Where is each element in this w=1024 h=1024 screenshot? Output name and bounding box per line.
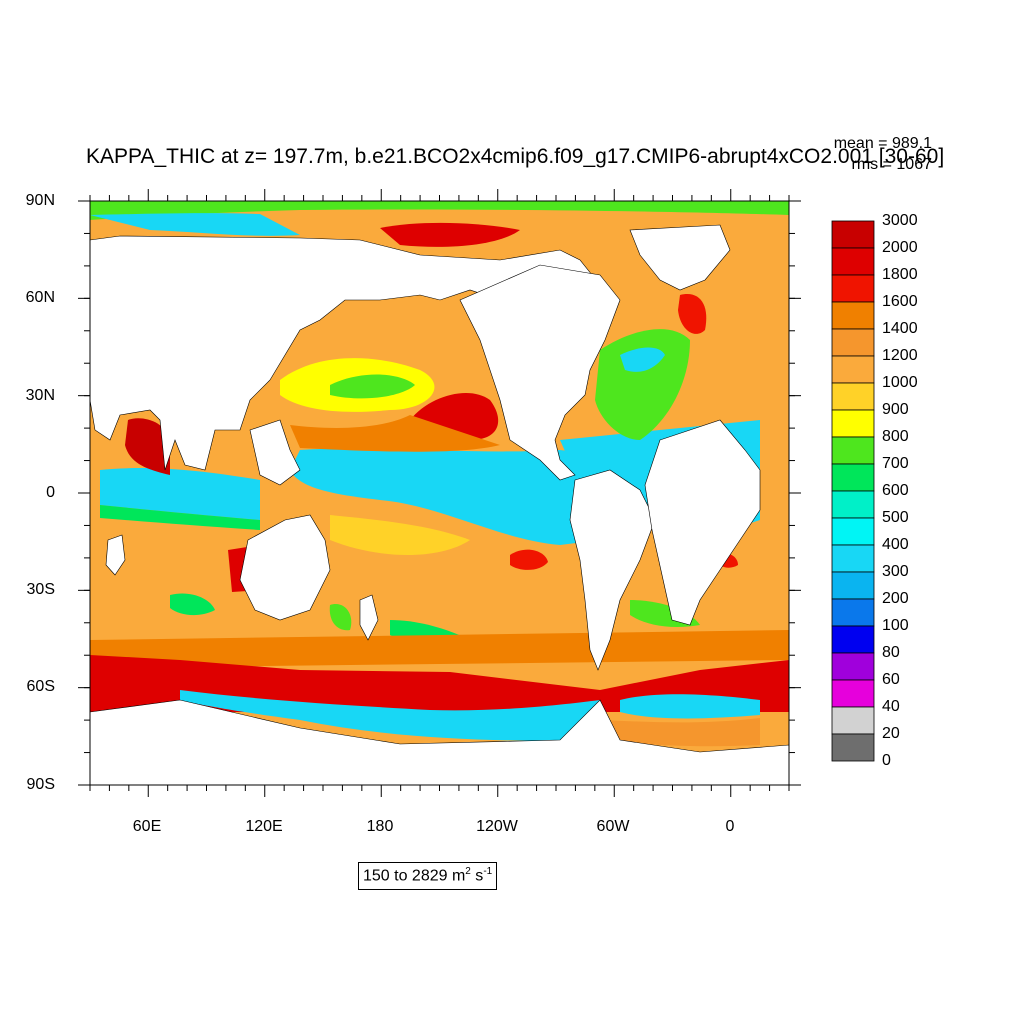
south-indian-yellow: [330, 515, 470, 555]
eurasia-land: [90, 235, 601, 471]
north-pacific-1400: [290, 415, 500, 452]
x-tick-label: 60W: [596, 818, 630, 835]
colorbar-swatch: [831, 463, 875, 492]
antarctic-cyan: [180, 690, 600, 741]
range-exp1: 2: [465, 866, 471, 877]
north-atlantic-cyan: [620, 347, 665, 372]
colorbar-swatch: [831, 571, 875, 600]
colorbar-label: 100: [882, 617, 909, 634]
indian-equatorial-low: [100, 468, 260, 520]
map-frame: [78, 189, 801, 797]
equatorial-pacific-low: [290, 448, 600, 545]
y-tick-label: 60N: [25, 289, 55, 306]
greenland-land: [629, 224, 731, 291]
colorbar-label: 1000: [882, 374, 918, 391]
mean-stat: mean = 989.1: [833, 135, 932, 152]
range-exp2: -1: [483, 866, 493, 877]
colorbar-swatch: [831, 247, 875, 276]
colorbar-swatch: [831, 274, 875, 303]
ocean-field: [90, 201, 789, 785]
colorbar-label: 600: [882, 482, 909, 499]
indian-green-band: [100, 505, 260, 530]
colorbar-swatch: [831, 382, 875, 411]
colorbar-label: 2000: [882, 239, 918, 256]
colorbar-swatch: [831, 301, 875, 330]
y-tick-label: 90S: [26, 776, 55, 793]
y-tick-label: 30N: [25, 387, 55, 404]
south-indian-green: [170, 593, 215, 616]
north-america-land: [459, 264, 621, 481]
range-text: 150 to 2829 m: [363, 867, 466, 885]
weddell-cyan: [620, 694, 760, 719]
y-tick-label: 0: [46, 484, 55, 501]
colorbar-swatch: [831, 733, 875, 762]
colorbar-swatch: [831, 490, 875, 519]
colorbar-label: 0: [882, 752, 891, 769]
x-tick-label: 180: [366, 818, 394, 835]
australia-land: [239, 514, 331, 621]
colorbar-swatch: [831, 544, 875, 573]
colorbar-label: 60: [882, 671, 900, 688]
colorbar-label: 500: [882, 509, 909, 526]
colorbar-label: 300: [882, 563, 909, 580]
colorbar-swatch: [831, 355, 875, 384]
antarctica-land: [90, 699, 789, 785]
southern-ocean-1400: [90, 630, 789, 668]
colorbar-label: 40: [882, 698, 900, 715]
colorbar-label: 400: [882, 536, 909, 553]
plot-title: KAPPA_THIC at z= 197.7m, b.e21.BCO2x4cmi…: [86, 145, 945, 168]
labrador-high: [678, 294, 707, 334]
colorbar-swatch: [831, 517, 875, 546]
arabian-sea-high: [125, 418, 170, 475]
colorbar-swatch: [831, 220, 875, 249]
x-tick-label: 120W: [476, 818, 518, 835]
colorbar-label: 1600: [882, 293, 918, 310]
y-tick-label: 30S: [26, 581, 55, 598]
colorbar-label: 900: [882, 401, 909, 418]
colorbar-label: 700: [882, 455, 909, 472]
colorbar-swatch: [831, 652, 875, 681]
colorbar-swatch: [831, 409, 875, 438]
colorbar-swatch: [831, 598, 875, 627]
southeast-asia-land: [249, 419, 301, 486]
range-box: 150 to 2829 m2 s-1: [358, 862, 498, 891]
arctic-cyan: [90, 213, 300, 236]
colorbar-swatch: [831, 706, 875, 735]
colorbar-swatch: [831, 328, 875, 357]
north-pacific-green: [330, 374, 415, 399]
x-tick-label: 0: [725, 818, 735, 835]
colorbar-swatch: [831, 625, 875, 654]
colorbar-swatch: [831, 679, 875, 708]
colorbar: [831, 220, 875, 762]
tasman-green: [329, 604, 352, 631]
range-mid: s: [470, 867, 484, 885]
colorbar-label: 1200: [882, 347, 918, 364]
arctic-high: [380, 222, 520, 247]
colorbar-label: 800: [882, 428, 909, 445]
y-tick-label: 90N: [25, 192, 55, 209]
colorbar-swatch: [831, 436, 875, 465]
colorbar-label: 1400: [882, 320, 918, 337]
south-america-land: [569, 469, 656, 671]
south-pacific-high: [510, 549, 548, 570]
colorbar-label: 200: [882, 590, 909, 607]
north-atlantic-green: [595, 329, 690, 440]
ross-orange: [600, 718, 760, 747]
rms-stat: rms = 1067: [851, 156, 932, 173]
y-tick-label: 60S: [26, 678, 55, 695]
colorbar-label: 3000: [882, 212, 918, 229]
madagascar-land: [105, 534, 126, 576]
new-zealand-land: [359, 594, 379, 641]
africa-land: [644, 419, 761, 626]
southern-ocean-high: [90, 655, 789, 712]
colorbar-label: 20: [882, 725, 900, 742]
arctic-green: [90, 201, 789, 220]
x-tick-label: 120E: [245, 818, 283, 835]
x-tick-label: 60E: [132, 818, 162, 835]
colorbar-label: 1800: [882, 266, 918, 283]
colorbar-label: 80: [882, 644, 900, 661]
land-masses: [90, 224, 789, 785]
